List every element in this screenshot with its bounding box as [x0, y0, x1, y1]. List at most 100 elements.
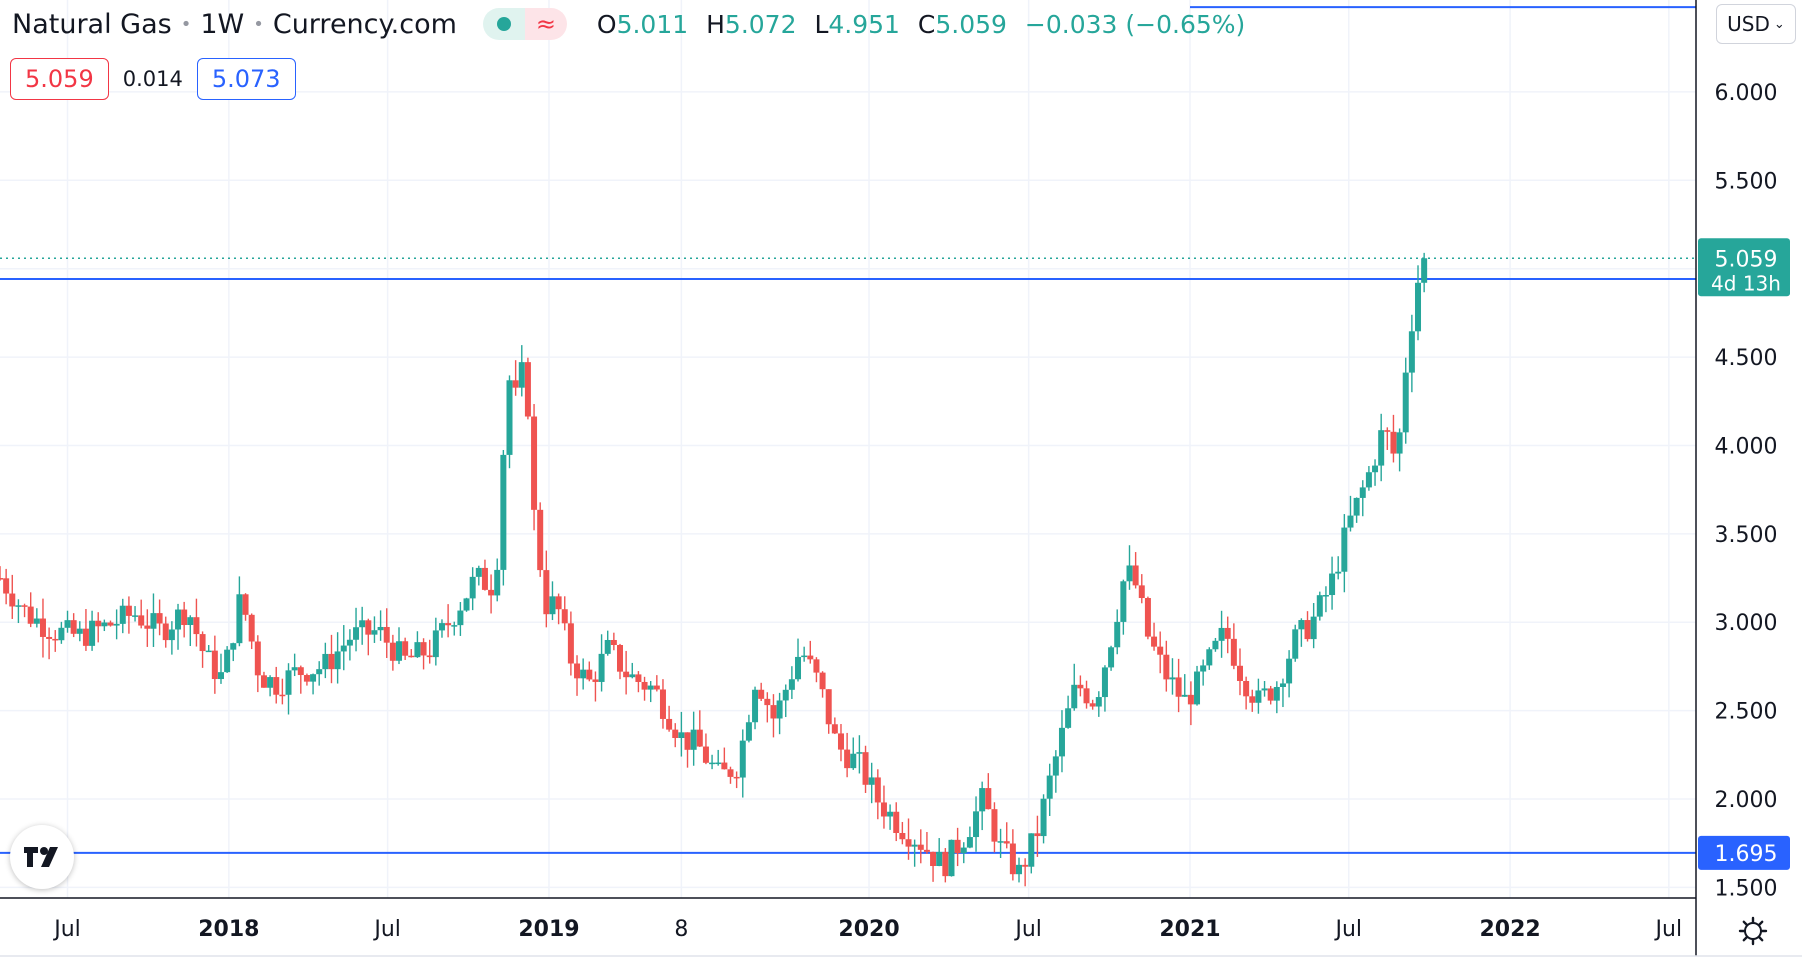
candle-body: [647, 685, 654, 690]
symbol-legend: Natural Gas • 1W • Currency.com ≈ O5.011…: [12, 6, 1245, 42]
last-price-label: 5.059: [1715, 247, 1778, 272]
candle-body: [1200, 665, 1207, 672]
candle-body: [1310, 616, 1317, 640]
candle-body: [1267, 688, 1274, 701]
market-status[interactable]: ≈: [482, 8, 567, 40]
candle-body: [580, 669, 587, 679]
candle-body: [15, 605, 22, 607]
candle-body: [205, 650, 212, 653]
candle-body: [1304, 620, 1311, 640]
x-tick-label: 2022: [1479, 917, 1540, 942]
candle-body: [1138, 585, 1145, 599]
candle-body: [1359, 487, 1366, 498]
tradingview-logo-icon[interactable]: [10, 825, 74, 889]
y-tick-label: 5.500: [1715, 169, 1778, 194]
candle-body: [1279, 683, 1286, 687]
sell-price-button[interactable]: 5.059: [10, 58, 109, 100]
candle-body: [973, 811, 980, 838]
candle-body: [0, 578, 3, 580]
grid: [0, 0, 1696, 898]
candle-body: [739, 740, 746, 778]
candle-body: [844, 749, 851, 769]
candle-body: [930, 851, 937, 867]
candle-body: [1120, 581, 1127, 622]
candle-body: [641, 681, 648, 690]
candle-body: [788, 679, 795, 690]
candle-body: [917, 844, 924, 850]
candle-body: [997, 841, 1004, 843]
gear-icon[interactable]: [1733, 911, 1773, 951]
candle-body: [481, 567, 488, 590]
candle-body: [1089, 703, 1096, 707]
candle-body: [1421, 258, 1428, 283]
candle-body: [230, 643, 237, 650]
line-price-tag: [1698, 835, 1790, 870]
candle-body: [887, 811, 894, 817]
candle-body: [979, 788, 986, 812]
candle-body: [795, 656, 802, 680]
candle-body: [678, 732, 685, 739]
market-open-icon[interactable]: [482, 8, 525, 40]
buy-price-button[interactable]: 5.073: [196, 58, 296, 100]
candle-body: [273, 677, 280, 695]
candle-body: [248, 614, 255, 642]
candle-body: [52, 638, 59, 641]
symbol-name[interactable]: Natural Gas: [12, 8, 172, 40]
candle-body: [217, 672, 224, 680]
interval-label[interactable]: 1W: [200, 8, 245, 40]
candle-body: [801, 655, 808, 658]
candle-body: [850, 753, 857, 769]
candle-body: [1034, 833, 1041, 837]
x-tick-label: 2020: [838, 917, 899, 942]
candle-body: [1077, 684, 1084, 689]
candle-body: [623, 671, 630, 678]
candle-body: [905, 839, 912, 847]
candle-body: [696, 729, 703, 747]
candle-body: [125, 605, 132, 616]
candle-body: [168, 629, 175, 641]
candle-body: [451, 625, 458, 627]
y-tick-label: 3.500: [1715, 523, 1778, 548]
candle-body: [1114, 621, 1121, 648]
candle-body: [1378, 430, 1385, 466]
candle-body: [911, 844, 918, 847]
candle-body: [187, 617, 194, 626]
candle-body: [985, 788, 992, 810]
candle-body: [211, 650, 218, 680]
candle-body: [512, 380, 519, 388]
candle-body: [1151, 636, 1158, 647]
candle-body: [1046, 775, 1053, 799]
y-tick-label: 1.500: [1715, 876, 1778, 901]
candle-body: [1396, 432, 1403, 454]
candle-body: [1341, 527, 1348, 572]
candle-body: [365, 620, 372, 635]
candle-body: [1230, 638, 1237, 666]
delayed-data-icon[interactable]: ≈: [524, 8, 567, 40]
candle-body: [3, 578, 10, 594]
candle-body: [58, 627, 65, 641]
candle-body: [1384, 430, 1391, 432]
candle-body: [1212, 640, 1219, 650]
candle-body: [690, 729, 697, 750]
candle-body: [119, 605, 126, 624]
candle-body: [371, 630, 378, 635]
candle-body: [1108, 647, 1115, 668]
candle-body: [770, 705, 777, 719]
candle-body: [923, 849, 930, 852]
candle-body: [279, 694, 286, 697]
candle-body: [303, 675, 310, 682]
candle-body: [1157, 646, 1164, 655]
candle-body: [89, 620, 96, 646]
candle-body: [457, 610, 464, 626]
candle-body: [21, 605, 28, 607]
y-tick-label: 2.500: [1715, 700, 1778, 725]
candle-body: [758, 689, 765, 699]
candle-body: [132, 615, 139, 617]
candle-body: [1169, 677, 1176, 680]
candle-body: [1365, 472, 1372, 488]
currency-selector[interactable]: USD ⌄: [1716, 4, 1796, 44]
candle-body: [1206, 649, 1213, 666]
candle-body: [1402, 372, 1409, 433]
x-tick-label: Jul: [52, 917, 81, 942]
